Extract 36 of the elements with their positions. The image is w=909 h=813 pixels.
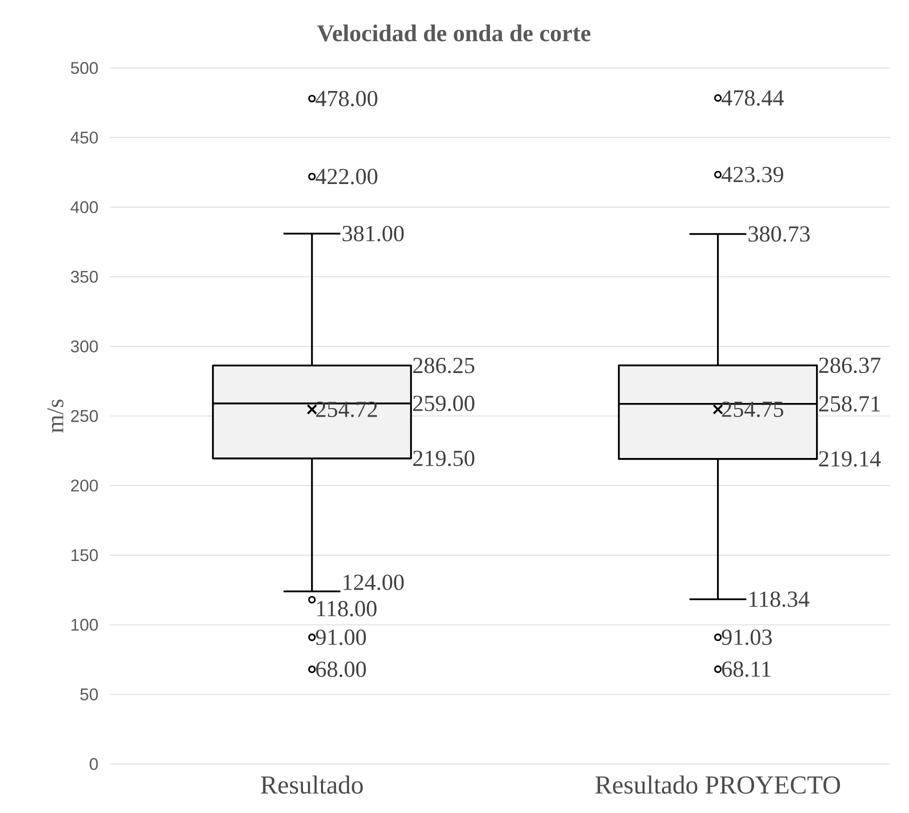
y-tick-label: 250 (71, 410, 98, 422)
annotation: 286.37 (819, 358, 880, 374)
y-tick-label: 150 (72, 549, 98, 562)
annotation: 259.00 (413, 396, 474, 412)
y-tick-label: 200 (71, 480, 98, 492)
y-tick-label: 350 (70, 270, 98, 283)
annotation: 68.00 (316, 662, 366, 678)
annotation: 124.00 (344, 574, 404, 590)
y-tick-label: 100 (72, 618, 98, 631)
x-tick-label: Resultado PROYECTO (595, 776, 840, 794)
annotation: 118.34 (750, 591, 810, 608)
annotation: 286.25 (413, 358, 474, 374)
annotation: 219.50 (413, 450, 474, 466)
annotation: 478.00 (316, 90, 378, 106)
annotation: 118.00 (317, 600, 376, 616)
annotation: 254.75 (722, 402, 784, 418)
annotation: 380.73 (748, 226, 810, 242)
annotation: 423.39 (722, 166, 784, 182)
annotation: 254.72 (316, 402, 377, 418)
y-tick-label: 450 (70, 132, 98, 144)
y-tick-label: 0 (90, 758, 98, 770)
annotation: 381.00 (342, 226, 404, 242)
x-tick-label: Resultado (260, 776, 363, 794)
annotation: 91.03 (722, 629, 772, 646)
y-tick-label: 50 (80, 688, 98, 700)
y-tick-label: 300 (70, 340, 98, 352)
y-axis-title: m/s (47, 400, 64, 433)
annotation: 219.14 (819, 451, 881, 467)
chart-title: Velocidad de onda de corte (317, 24, 590, 42)
y-tick-label: 500 (70, 62, 98, 74)
y-tick-label: 400 (70, 201, 98, 214)
annotation: 478.44 (722, 90, 784, 106)
annotation: 68.11 (722, 661, 770, 677)
annotation: 422.00 (316, 168, 378, 184)
annotation: 91.00 (316, 630, 366, 646)
annotation: 258.71 (819, 396, 880, 412)
